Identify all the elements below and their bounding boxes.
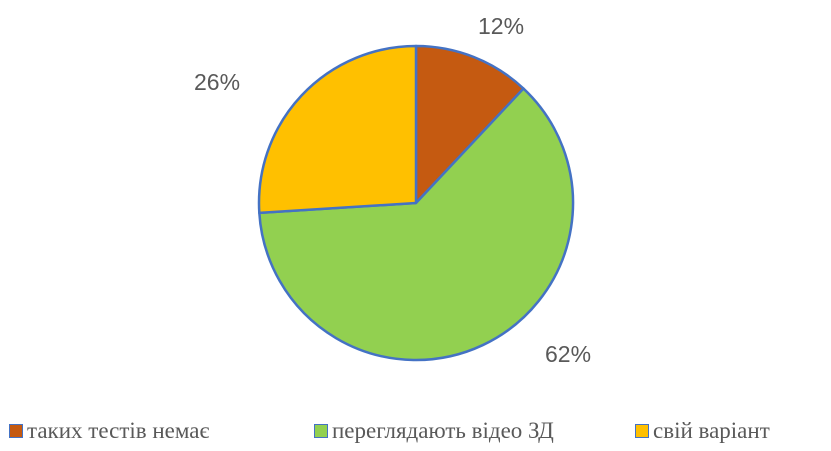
- legend-swatch-1: [9, 424, 23, 438]
- legend-swatch-3: [635, 424, 649, 438]
- legend-item-2: переглядають відео ЗД: [314, 418, 554, 444]
- legend-item-3: свій варіант: [635, 418, 770, 444]
- legend-label-1: таких тестів немає: [27, 418, 210, 443]
- pie-slice-2: [258, 87, 575, 362]
- legend-label-3: свій варіант: [653, 418, 770, 443]
- legend-item-1: таких тестів немає: [9, 418, 209, 444]
- chart-legend: таких тестів немає переглядають відео ЗД…: [0, 418, 831, 448]
- slice-value-label-2: 62%: [545, 341, 591, 367]
- slice-value-label-1: 12%: [478, 13, 524, 39]
- pie-slice-1: [414, 44, 525, 205]
- pie-slice-3: [257, 44, 418, 215]
- pie-slices: [257, 44, 575, 362]
- legend-label-2: переглядають відео ЗД: [332, 418, 554, 443]
- slice-value-label-3: 26%: [194, 69, 240, 95]
- legend-swatch-2: [314, 424, 328, 438]
